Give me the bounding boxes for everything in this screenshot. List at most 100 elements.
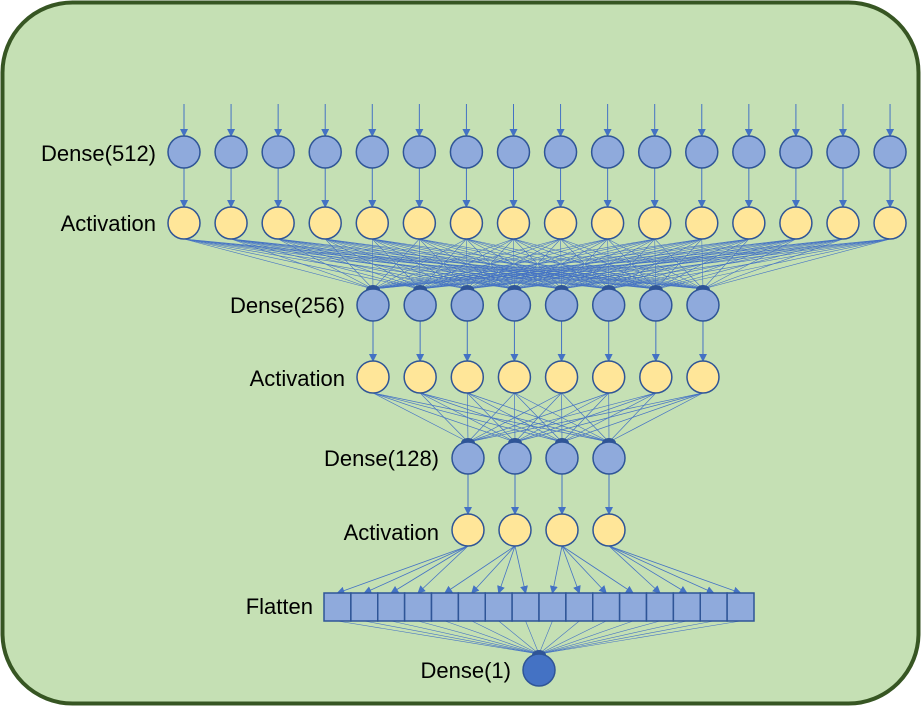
flatten-cell [457,592,486,622]
dense-connection [372,238,655,290]
dense-node [543,135,578,169]
dense-node [637,135,672,169]
output-connection [538,620,741,655]
flatten-cell [430,592,460,622]
flatten-cell [618,592,648,622]
flatten-arrow [390,545,469,594]
dense-connection [230,238,374,290]
activation-node [450,360,485,394]
activation-node [402,206,437,240]
flatten-cell [672,592,701,622]
layer-label-flatten: Flatten [246,594,313,619]
dense-connection [467,392,609,443]
dense-connection [467,238,891,290]
output-connection [498,620,540,655]
output-connection [337,620,540,655]
dense-node [450,288,485,322]
flatten-arrow [549,545,563,594]
activation-node [686,360,720,394]
dense-node [403,288,437,322]
flatten-cell [726,592,755,622]
activation-node [308,206,342,240]
flatten-cell [645,592,675,622]
layer-label-activation-3: Activation [344,520,439,545]
flatten-arrow [417,545,469,594]
flatten-arrow [514,545,528,594]
activation-node [451,513,485,547]
dense-connection [467,392,704,443]
flatten-arrow [561,545,634,594]
dense-connection [702,238,891,290]
flatten-cell [403,592,433,622]
output-connection [417,620,540,655]
dense-connection [371,238,374,290]
dense-node [308,135,342,169]
activation-node [545,513,579,547]
activation-node [732,206,766,240]
dense-node [591,288,626,322]
dense-node [779,135,813,169]
flatten-arrow [336,545,469,595]
flatten-cell [699,592,728,622]
dense-connection [372,238,608,290]
activation-node [873,206,907,240]
activation-node [214,206,248,240]
dense-node [544,288,579,322]
activation-node [685,206,719,240]
dense-connection [467,392,562,443]
flatten-arrow [608,545,661,594]
flatten-arrow [444,545,516,594]
dense-connection [608,238,891,290]
dense-node [356,288,390,322]
flatten-cell [377,592,406,622]
layer-label-activation-1: Activation [61,211,156,236]
layer-label-activation-2: Activation [250,366,345,391]
dense-connection [419,392,469,443]
flatten-arrow [608,545,715,594]
dense-connection [372,238,420,290]
flatten-arrow [497,545,516,594]
activation-node [826,206,860,240]
layer-label-dense-256: Dense(256) [230,293,345,318]
connection-edges [180,104,895,655]
activation-node [590,206,625,240]
dense-node [686,288,720,322]
activation-node [591,360,626,394]
dense-connection [372,238,467,290]
dense-node [497,288,532,322]
dense-connection [420,238,891,290]
dense-connection [324,238,374,290]
output-connection [538,620,634,655]
dense-node [496,135,531,169]
activation-node [592,513,626,547]
output-connection [538,620,661,655]
activation-node [497,360,532,394]
dense-node [261,135,295,169]
layer-nodes [167,135,907,687]
dense-connection [466,392,469,443]
flatten-arrow [561,545,581,594]
dense-connection [467,392,515,443]
activation-node [543,206,578,240]
activation-node [637,206,672,240]
activation-node [167,206,201,240]
activation-node [498,513,532,547]
output-connection [471,620,540,655]
dense-node [590,135,625,169]
flatten-arrow [561,545,607,594]
output-connection [525,620,540,655]
dense-node [592,441,626,475]
flatten-arrow [608,545,688,594]
dense-node [639,288,673,322]
flatten-cell [538,592,567,622]
activation-node [355,206,390,240]
layer-label-dense-128: Dense(128) [324,446,439,471]
dense-connection [372,238,844,290]
output-connection [538,620,553,655]
dense-node [214,135,248,169]
output-node [522,653,556,687]
output-connection [538,620,714,655]
flatten-cell [592,592,621,622]
flatten-cell [484,592,513,622]
